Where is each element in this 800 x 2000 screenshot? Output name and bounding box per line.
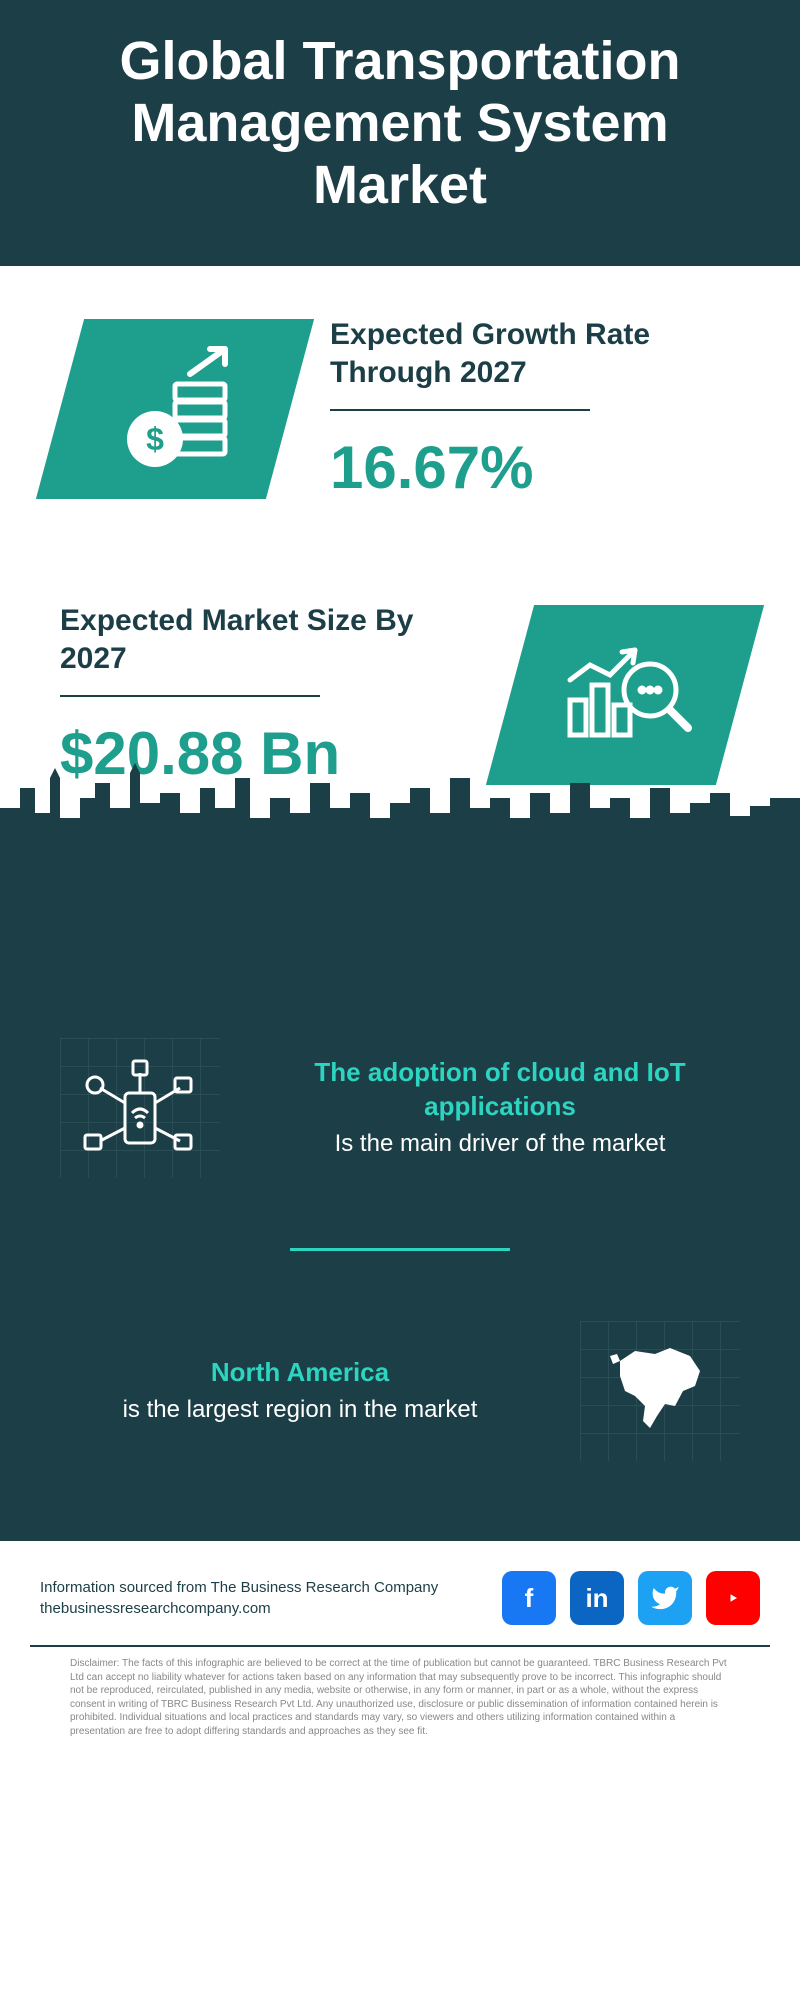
dark-divider (290, 1248, 510, 1251)
stat-growth-section: $ Expected Growth Rate Through 2027 16.6… (0, 266, 800, 552)
divider (60, 695, 320, 697)
linkedin-icon[interactable]: in (570, 1571, 624, 1625)
stat-growth-label: Expected Growth Rate Through 2027 (330, 316, 740, 391)
dark-section: The adoption of cloud and IoT applicatio… (0, 978, 800, 1541)
driver-sub: Is the main driver of the market (260, 1128, 740, 1160)
social-links: f in (502, 1571, 760, 1625)
region-highlight: North America (60, 1356, 540, 1390)
iot-icon (60, 1038, 220, 1178)
money-growth-icon: $ (105, 344, 245, 474)
footer-text: Information sourced from The Business Re… (40, 1577, 438, 1619)
svg-text:$: $ (146, 421, 164, 457)
footer-url: thebusinessresearchcompany.com (40, 1598, 438, 1619)
skyline-divider (0, 838, 800, 978)
facebook-icon[interactable]: f (502, 1571, 556, 1625)
footer: Information sourced from The Business Re… (0, 1541, 800, 1645)
twitter-icon[interactable] (638, 1571, 692, 1625)
driver-highlight: The adoption of cloud and IoT applicatio… (260, 1056, 740, 1124)
driver-row: The adoption of cloud and IoT applicatio… (60, 1018, 740, 1198)
disclaimer-section: Disclaimer: The facts of this infographi… (30, 1645, 770, 1768)
youtube-icon[interactable] (706, 1571, 760, 1625)
region-row: North America is the largest region in t… (60, 1301, 740, 1481)
stat-growth-value: 16.67% (330, 433, 740, 502)
growth-icon-shape: $ (36, 319, 314, 499)
region-text: North America is the largest region in t… (60, 1356, 540, 1426)
stat-size-label: Expected Market Size By 2027 (60, 602, 470, 677)
analytics-icon (550, 630, 700, 760)
north-america-icon (580, 1321, 740, 1461)
divider (330, 409, 590, 411)
region-sub: is the largest region in the market (60, 1394, 540, 1426)
page-title: Global Transportation Management System … (60, 30, 740, 216)
driver-text: The adoption of cloud and IoT applicatio… (260, 1056, 740, 1160)
header: Global Transportation Management System … (0, 0, 800, 266)
disclaimer-text: Disclaimer: The facts of this infographi… (70, 1657, 730, 1738)
footer-info: Information sourced from The Business Re… (40, 1577, 438, 1598)
stat-growth-block: Expected Growth Rate Through 2027 16.67% (330, 316, 740, 502)
